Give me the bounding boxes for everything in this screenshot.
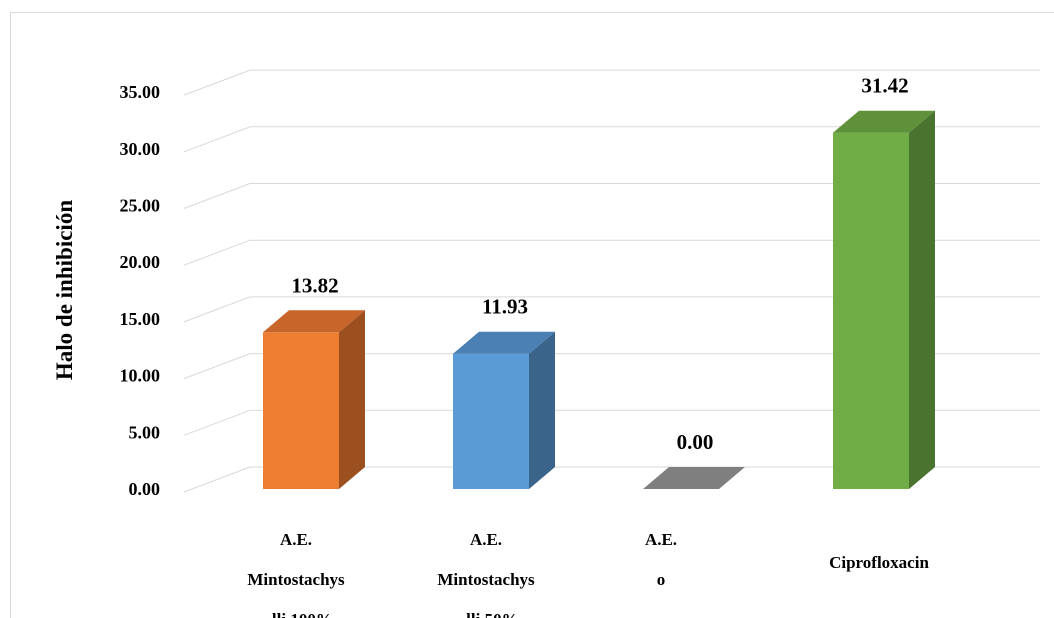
y-tick-label: 20.00 (120, 252, 161, 272)
bar-front (263, 332, 339, 489)
y-tick-label: 5.00 (129, 422, 161, 442)
y-tick-label: 15.00 (120, 309, 161, 329)
bar-top (833, 110, 935, 133)
gridline-depth (183, 466, 251, 493)
gridline-depth (183, 239, 251, 266)
data-label: 31.42 (861, 74, 908, 98)
gridline-depth (183, 353, 251, 380)
bars (263, 110, 935, 489)
bar-top (453, 331, 555, 354)
bar-side (909, 110, 935, 489)
bar (263, 310, 365, 489)
bar (643, 467, 745, 489)
y-tick-label: 30.00 (120, 139, 161, 159)
gridline-depth (183, 69, 251, 96)
bar (833, 110, 935, 489)
bar (453, 331, 555, 489)
y-tick-label: 0.00 (129, 479, 161, 499)
chart-frame (10, 12, 1054, 618)
gridline-depth (183, 296, 251, 323)
bar-side (339, 310, 365, 489)
gridline-depth (183, 126, 251, 153)
category-label: o (657, 570, 666, 589)
data-label: 0.00 (677, 430, 714, 454)
y-axis-title: Halo de inhibición (52, 200, 77, 380)
gridline-depth (183, 183, 251, 209)
data-label: 11.93 (482, 295, 528, 319)
bar-top (643, 467, 745, 489)
data-labels: 13.82 11.93 0.00 31.42 (291, 74, 908, 454)
y-tick-labels: 0.00 5.00 10.00 15.00 20.00 25.00 30.00 35.00 (120, 82, 161, 499)
bar-side (529, 331, 555, 489)
category-label: ...lli 100% (259, 610, 333, 618)
bar-front (833, 132, 909, 489)
y-tick-label: 25.00 (120, 196, 161, 216)
y-tick-label: 35.00 (120, 82, 161, 102)
category-label: Mintostachys (247, 570, 345, 589)
category-label: Ciprofloxacin (829, 553, 929, 572)
category-label: A.E. (470, 530, 502, 549)
category-label: A.E. (645, 530, 677, 549)
category-label: A.E. (280, 530, 312, 549)
category-labels: A.E. Mintostachys ...lli 100% A.E. Mintostac… (247, 530, 929, 618)
category-label: Mintostachys (437, 570, 535, 589)
bar-top (263, 310, 365, 333)
y-tick-label: 10.00 (120, 366, 161, 386)
data-label: 13.82 (291, 273, 338, 297)
gridline-depth (183, 409, 251, 436)
bar-front (453, 353, 529, 489)
category-label: ...lli 50% (453, 610, 518, 618)
